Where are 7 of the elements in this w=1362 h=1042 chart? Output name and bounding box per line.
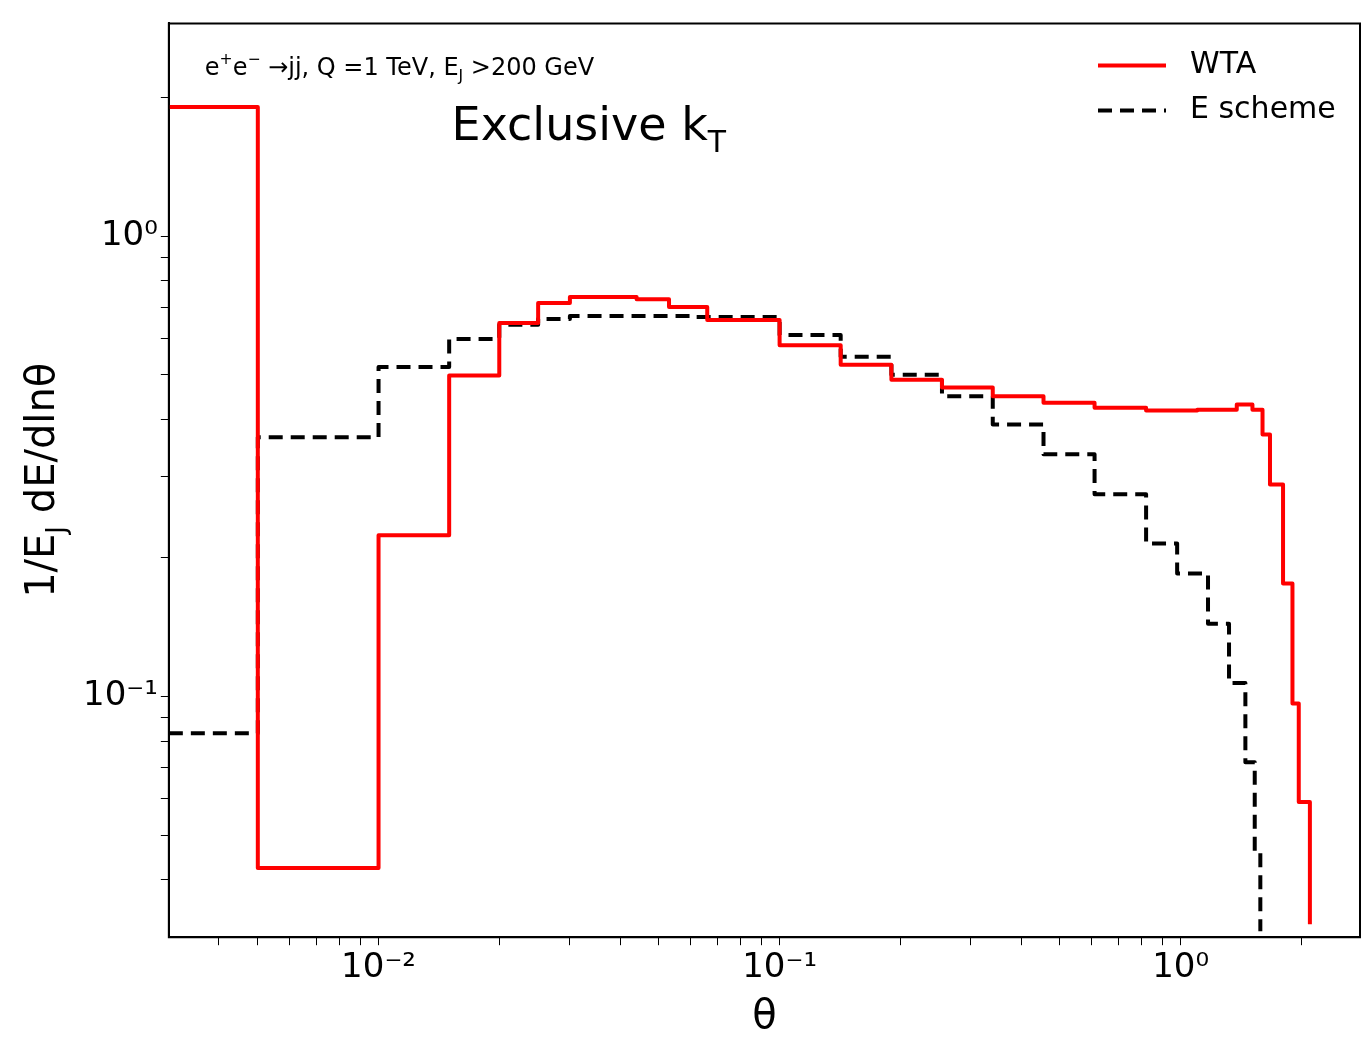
x-tick-label: 10⁻¹ [742,945,818,986]
y-axis-title: 1/EJ dE/dlnθ [17,362,71,598]
legend-label: WTA [1190,45,1257,81]
x-tick-label: 10⁻² [341,945,416,986]
legend-label: E scheme [1190,90,1336,126]
x-tick-label: 10⁰ [1152,945,1210,986]
x-axis-title: θ [752,991,777,1038]
